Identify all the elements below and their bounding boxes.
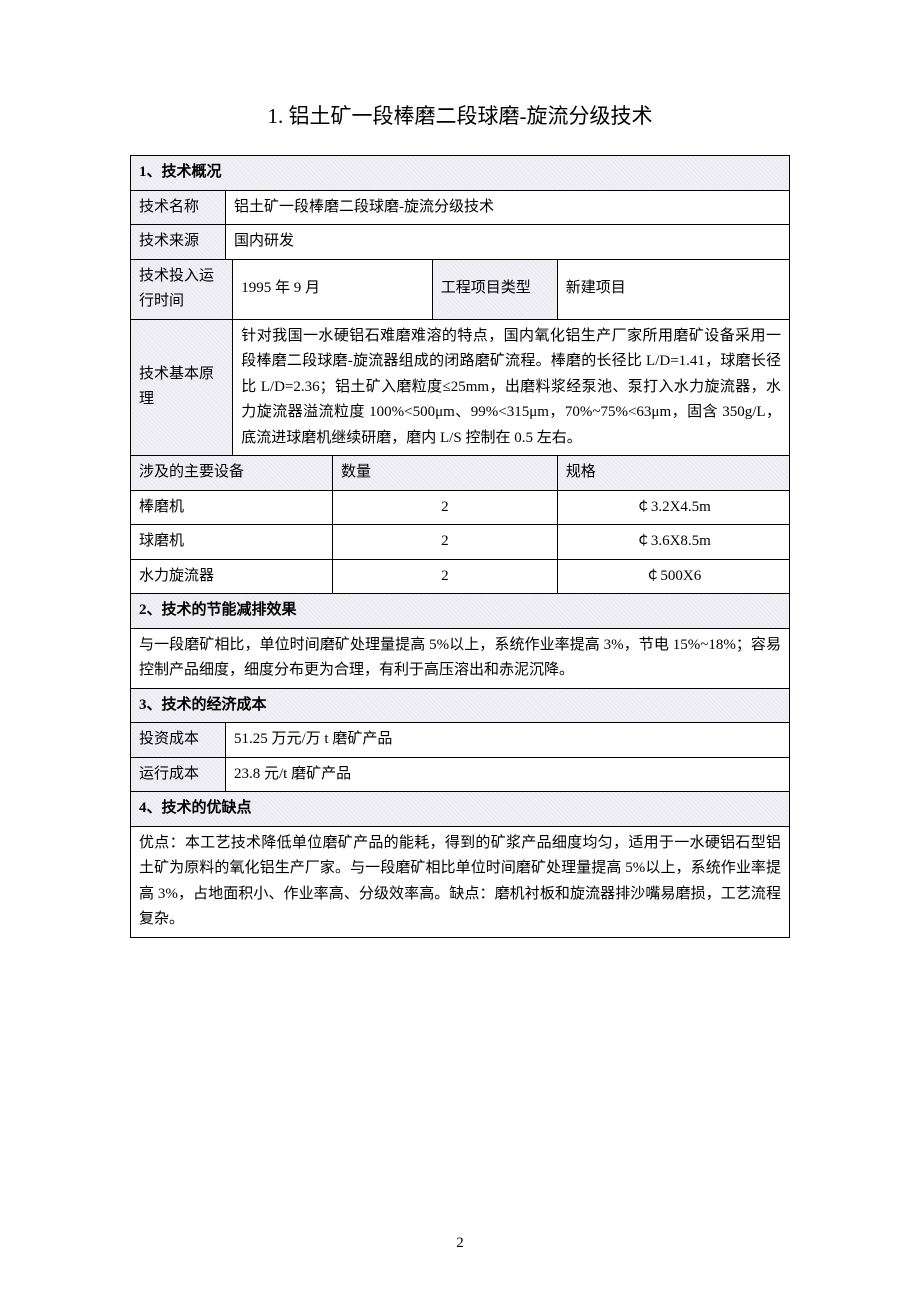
table-row: 球磨机 2 ￠3.6X8.5m <box>131 525 790 560</box>
section4-header: 4、技术的优缺点 <box>131 792 790 827</box>
runtime-label: 技术投入运行时间 <box>131 259 233 319</box>
document-title: 1. 铝土矿一段棒磨二段球磨-旋流分级技术 <box>130 100 790 130</box>
project-type-label: 工程项目类型 <box>432 259 557 319</box>
run-cost-label: 运行成本 <box>131 757 226 792</box>
principle-label: 技术基本原理 <box>131 319 233 456</box>
project-type-value: 新建项目 <box>557 259 789 319</box>
equip-qty: 2 <box>332 490 557 525</box>
section1-header: 1、技术概况 <box>131 156 790 191</box>
section2-header: 2、技术的节能减排效果 <box>131 594 790 629</box>
equip-qty: 2 <box>332 559 557 594</box>
tech-name-label: 技术名称 <box>131 190 226 225</box>
table-row: 棒磨机 2 ￠3.2X4.5m <box>131 490 790 525</box>
runtime-value: 1995 年 9 月 <box>233 259 432 319</box>
tech-source-label: 技术来源 <box>131 225 226 260</box>
qty-label: 数量 <box>332 456 557 491</box>
spec-label: 规格 <box>557 456 789 491</box>
section2-content: 与一段磨矿相比，单位时间磨矿处理量提高 5%以上，系统作业率提高 3%，节电 1… <box>131 628 790 688</box>
equip-spec: ￠3.2X4.5m <box>557 490 789 525</box>
tech-name-value: 铝土矿一段棒磨二段球磨-旋流分级技术 <box>226 190 790 225</box>
page-number: 2 <box>0 1235 920 1252</box>
section4-content: 优点：本工艺技术降低单位磨矿产品的能耗，得到的矿浆产品细度均匀，适用于一水硬铝石… <box>131 826 790 937</box>
equip-name: 棒磨机 <box>131 490 333 525</box>
table-row: 水力旋流器 2 ￠500X6 <box>131 559 790 594</box>
invest-cost-label: 投资成本 <box>131 723 226 758</box>
technology-table: 1、技术概况 技术名称 铝土矿一段棒磨二段球磨-旋流分级技术 技术来源 国内研发… <box>130 155 790 938</box>
section3-header: 3、技术的经济成本 <box>131 688 790 723</box>
equip-spec: ￠500X6 <box>557 559 789 594</box>
equip-qty: 2 <box>332 525 557 560</box>
equip-name: 水力旋流器 <box>131 559 333 594</box>
invest-cost-value: 51.25 万元/万 t 磨矿产品 <box>226 723 790 758</box>
equipment-label: 涉及的主要设备 <box>131 456 333 491</box>
equip-spec: ￠3.6X8.5m <box>557 525 789 560</box>
tech-source-value: 国内研发 <box>226 225 790 260</box>
run-cost-value: 23.8 元/t 磨矿产品 <box>226 757 790 792</box>
principle-value: 针对我国一水硬铝石难磨难溶的特点，国内氧化铝生产厂家所用磨矿设备采用一段棒磨二段… <box>233 319 790 456</box>
equip-name: 球磨机 <box>131 525 333 560</box>
